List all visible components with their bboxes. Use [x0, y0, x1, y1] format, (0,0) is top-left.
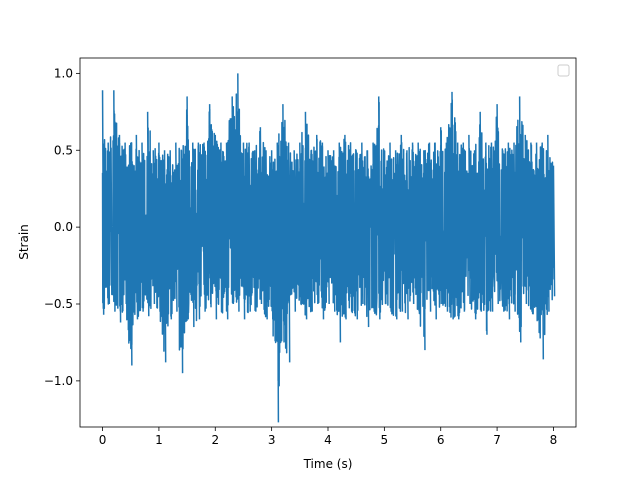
y-tick-label: 1.0	[54, 66, 73, 80]
x-tick-label: 4	[324, 433, 332, 447]
strain-series-line	[101, 73, 556, 423]
y-tick-label: 0.5	[54, 143, 73, 157]
plot-area	[101, 73, 556, 423]
x-tick-label: 3	[268, 433, 276, 447]
x-tick-label: 6	[437, 433, 445, 447]
y-axis-label: Strain	[17, 224, 31, 260]
y-tick-label: −1.0	[44, 374, 73, 388]
y-tick-label: −0.5	[44, 297, 73, 311]
x-tick-label: 0	[99, 433, 107, 447]
y-tick-label: 0.0	[54, 220, 73, 234]
x-tick-label: 7	[493, 433, 501, 447]
x-tick-label: 8	[550, 433, 558, 447]
legend-box	[557, 64, 570, 77]
x-axis-label: Time (s)	[303, 457, 353, 471]
x-tick-label: 2	[211, 433, 219, 447]
x-tick-label: 1	[155, 433, 163, 447]
axes: 0 1 2 3 4 5 6 7 8 −1.0 −0.5 0.0 0.5 1.0	[44, 57, 577, 447]
x-tick-label: 5	[381, 433, 389, 447]
